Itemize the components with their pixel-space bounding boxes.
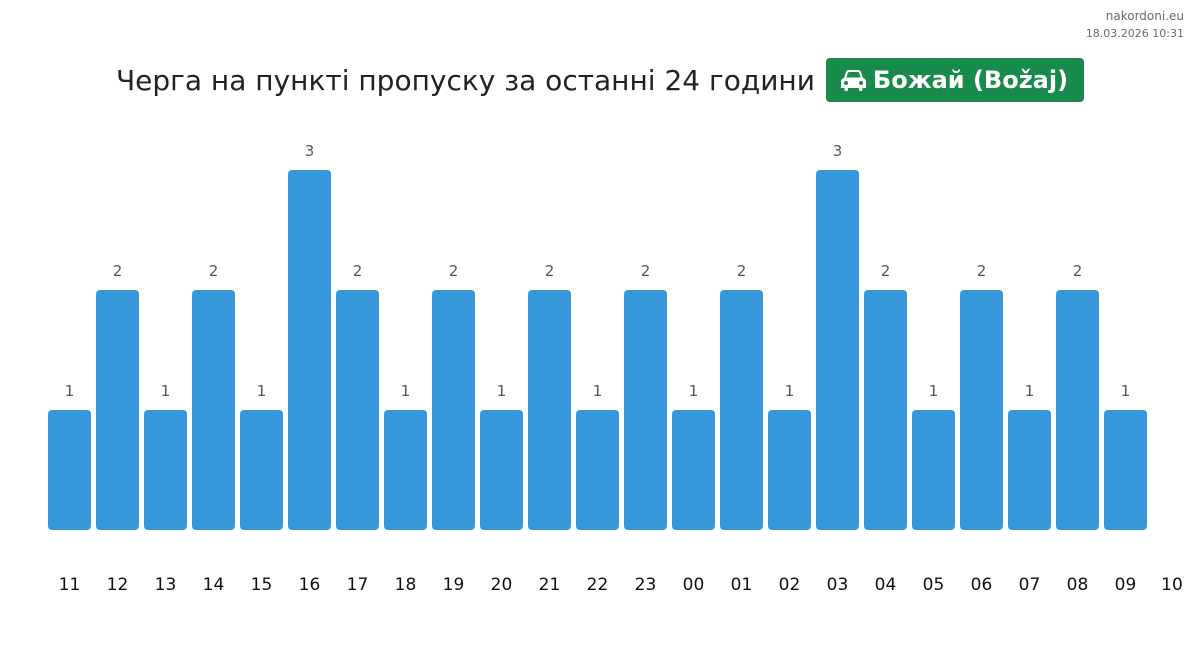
value-labels-group: 1 2 1 2 1 3 2 1 2 1 2 1 2 1 2 1 3 2 1 2 1 2 1 — [65, 142, 1131, 400]
value-label-07: 1 — [1025, 382, 1035, 400]
x-tick-label-07: 07 — [1019, 575, 1041, 595]
x-tick-label-04: 04 — [875, 575, 897, 595]
value-label-16: 3 — [305, 142, 315, 160]
value-label-02: 1 — [785, 382, 795, 400]
x-tick-label-23: 23 — [635, 575, 657, 595]
x-tick-label-18: 18 — [395, 575, 417, 595]
bar-20[interactable] — [480, 410, 523, 530]
x-tick-label-11: 11 — [59, 575, 81, 595]
x-tick-label-10: 10 — [1161, 575, 1183, 595]
bar-06[interactable] — [960, 290, 1003, 530]
value-label-15: 1 — [257, 382, 267, 400]
x-tick-label-22: 22 — [587, 575, 609, 595]
value-label-06: 2 — [977, 262, 987, 280]
value-label-01: 2 — [737, 262, 747, 280]
x-tick-label-03: 03 — [827, 575, 849, 595]
bar-01[interactable] — [720, 290, 763, 530]
x-tick-label-09: 09 — [1115, 575, 1137, 595]
timestamp: 18.03.2026 10:31 — [1085, 27, 1184, 40]
value-label-11: 1 — [65, 382, 75, 400]
chart-header: Черга на пункті пропуску за останні 24 г… — [0, 58, 1200, 102]
checkpoint-name: Божай (Božaj) — [872, 66, 1069, 94]
x-tick-labels-group: 11 12 13 14 15 16 17 18 19 20 21 22 23 00 01 02 03 04 05 06… — [59, 575, 1183, 595]
x-tick-label-16: 16 — [299, 575, 321, 595]
bar-05[interactable] — [912, 410, 955, 530]
value-label-08: 2 — [1073, 262, 1083, 280]
x-tick-label-19: 19 — [443, 575, 465, 595]
checkpoint-badge[interactable]: Божай (Božaj) — [825, 58, 1085, 102]
value-label-20: 1 — [497, 382, 507, 400]
bar-14[interactable] — [192, 290, 235, 530]
value-label-23: 2 — [641, 262, 651, 280]
x-tick-label-14: 14 — [203, 575, 225, 595]
bar-03[interactable] — [816, 170, 859, 530]
bar-22[interactable] — [576, 410, 619, 530]
bar-18[interactable] — [384, 410, 427, 530]
bar-13[interactable] — [144, 410, 187, 530]
bar-11[interactable] — [48, 410, 91, 530]
value-label-05: 1 — [929, 382, 939, 400]
value-label-03: 3 — [833, 142, 843, 160]
bar-17[interactable] — [336, 290, 379, 530]
x-tick-label-15: 15 — [251, 575, 273, 595]
value-label-22: 1 — [593, 382, 603, 400]
car-icon — [840, 70, 866, 91]
value-label-00: 1 — [689, 382, 699, 400]
bar-15[interactable] — [240, 410, 283, 530]
bar-19[interactable] — [432, 290, 475, 530]
bar-23[interactable] — [624, 290, 667, 530]
x-tick-label-08: 08 — [1067, 575, 1089, 595]
bar-12[interactable] — [96, 290, 139, 530]
value-label-12: 2 — [113, 262, 123, 280]
x-tick-label-12: 12 — [107, 575, 129, 595]
x-tick-label-20: 20 — [491, 575, 513, 595]
x-tick-label-05: 05 — [923, 575, 945, 595]
site-info: nakordoni.eu 18.03.2026 10:31 — [1086, 9, 1184, 41]
value-label-21: 2 — [545, 262, 555, 280]
bar-08[interactable] — [1056, 290, 1099, 530]
value-label-19: 2 — [449, 262, 459, 280]
x-tick-label-00: 00 — [683, 575, 705, 595]
bar-16[interactable] — [288, 170, 331, 530]
bar-07[interactable] — [1008, 410, 1051, 530]
x-tick-label-21: 21 — [539, 575, 561, 595]
bar-02[interactable] — [768, 410, 811, 530]
page-title: Черга на пункті пропуску за останні 24 г… — [115, 63, 815, 97]
value-label-18: 1 — [401, 382, 411, 400]
x-tick-label-06: 06 — [971, 575, 993, 595]
bars-group — [48, 170, 1147, 530]
value-label-13: 1 — [161, 382, 171, 400]
site-name: nakordoni.eu — [1105, 9, 1184, 23]
bar-21[interactable] — [528, 290, 571, 530]
bar-00[interactable] — [672, 410, 715, 530]
value-label-09: 1 — [1121, 382, 1131, 400]
x-tick-label-01: 01 — [731, 575, 753, 595]
bar-09[interactable] — [1104, 410, 1147, 530]
bar-04[interactable] — [864, 290, 907, 530]
x-tick-label-17: 17 — [347, 575, 369, 595]
x-tick-label-13: 13 — [155, 575, 177, 595]
value-label-14: 2 — [209, 262, 219, 280]
value-label-17: 2 — [353, 262, 363, 280]
x-tick-label-02: 02 — [779, 575, 801, 595]
value-label-04: 2 — [881, 262, 891, 280]
